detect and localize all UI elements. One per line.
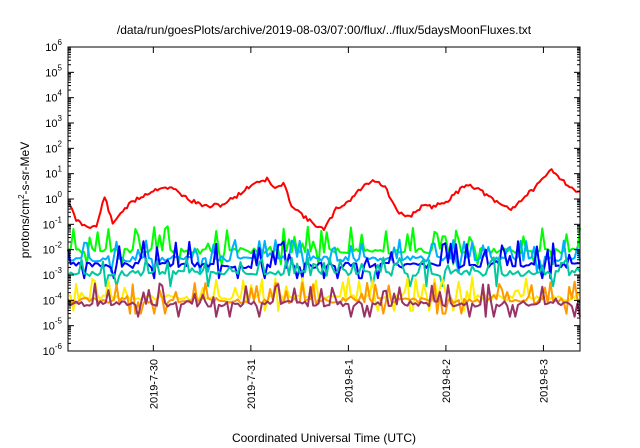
y-tick-label: 10-1 [43,215,63,231]
chart-title: /data/run/goesPlots/archive/2019-08-03/0… [117,23,532,37]
series-line [67,168,581,231]
y-tick-label: 106 [45,38,62,54]
y-tick-label: 10-6 [43,342,63,358]
x-axis-label: Coordinated Universal Time (UTC) [232,431,416,445]
y-tick-label: 102 [45,139,62,155]
y-tick-label: 10-4 [43,291,63,307]
y-tick-label: 101 [45,165,62,181]
y-tick-label: 10-3 [43,266,63,282]
y-tick-label: 100 [45,190,62,206]
x-axis: 2019-7-30 2019-7-31 2019-8-1 2019-8-2 2019-8… [148,47,550,409]
series-line [67,282,581,318]
series-line [67,225,581,266]
x-tick-label: 2019-8-3 [538,359,550,403]
y-tick-label: 103 [45,114,62,130]
x-tick-label: 2019-8-1 [343,359,355,403]
x-tick-label: 2019-7-30 [148,359,160,409]
y-axis: 10-6 10-5 10-4 10-3 10-2 10-1 100 101 102 103 104 1… [43,38,580,358]
x-tick-label: 2019-8-2 [441,359,453,403]
y-tick-label: 105 [45,63,62,79]
x-tick-label: 2019-7-31 [246,359,258,409]
y-tick-label: 104 [45,89,62,105]
series-line [67,280,581,315]
series-line [67,256,581,288]
y-tick-label: 10-5 [43,317,63,333]
y-tick-label: 10-2 [43,241,63,257]
plot-lines [67,168,581,318]
y-axis-label: protons/cm2-s-sr-MeV [17,142,32,258]
